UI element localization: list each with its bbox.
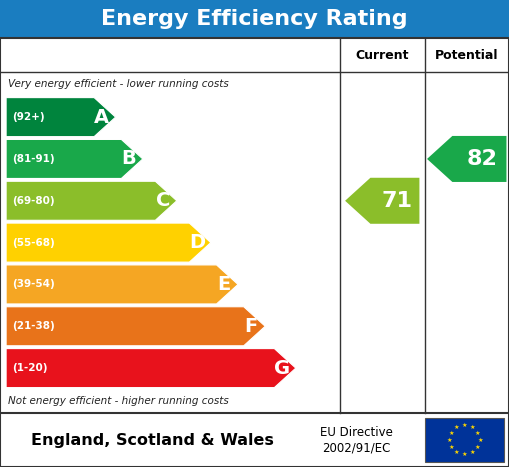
Text: A: A [94, 107, 109, 127]
Text: ★: ★ [446, 438, 452, 443]
Text: (81-91): (81-91) [12, 154, 55, 164]
Text: (1-20): (1-20) [12, 363, 48, 373]
Text: (92+): (92+) [12, 112, 45, 122]
Text: ★: ★ [454, 425, 460, 431]
Polygon shape [6, 307, 265, 346]
Text: Not energy efficient - higher running costs: Not energy efficient - higher running co… [8, 396, 229, 406]
Text: (55-68): (55-68) [12, 238, 55, 248]
Text: Energy Efficiency Rating: Energy Efficiency Rating [101, 9, 408, 29]
Polygon shape [427, 136, 506, 182]
Polygon shape [6, 265, 238, 304]
Polygon shape [6, 348, 296, 388]
Polygon shape [6, 140, 143, 178]
Bar [425, 418, 504, 462]
Text: Very energy efficient - lower running costs: Very energy efficient - lower running co… [8, 79, 229, 89]
Polygon shape [6, 98, 116, 137]
Text: ★: ★ [462, 424, 467, 428]
Text: Potential: Potential [435, 49, 498, 62]
Text: G: G [274, 359, 290, 378]
Text: ★: ★ [469, 425, 475, 431]
Polygon shape [6, 181, 177, 220]
Text: (39-54): (39-54) [12, 279, 55, 290]
Bar [0, 0, 509, 38]
Polygon shape [6, 223, 211, 262]
Text: 71: 71 [382, 191, 413, 211]
Text: Current: Current [355, 49, 409, 62]
Text: ★: ★ [448, 445, 454, 450]
Text: ★: ★ [462, 452, 467, 457]
Text: B: B [122, 149, 136, 169]
Text: ★: ★ [475, 431, 480, 436]
Text: (69-80): (69-80) [12, 196, 55, 206]
Text: ★: ★ [454, 450, 460, 455]
Text: EU Directive
2002/91/EC: EU Directive 2002/91/EC [320, 426, 393, 454]
Text: 82: 82 [467, 149, 497, 169]
Text: D: D [189, 233, 205, 252]
Text: ★: ★ [448, 431, 454, 436]
Polygon shape [345, 178, 419, 224]
Text: ★: ★ [475, 445, 480, 450]
Text: E: E [217, 275, 231, 294]
Text: (21-38): (21-38) [12, 321, 55, 331]
Text: England, Scotland & Wales: England, Scotland & Wales [31, 432, 274, 448]
Text: ★: ★ [469, 450, 475, 455]
Text: C: C [156, 191, 170, 210]
Text: F: F [245, 317, 258, 336]
Text: ★: ★ [477, 438, 483, 443]
